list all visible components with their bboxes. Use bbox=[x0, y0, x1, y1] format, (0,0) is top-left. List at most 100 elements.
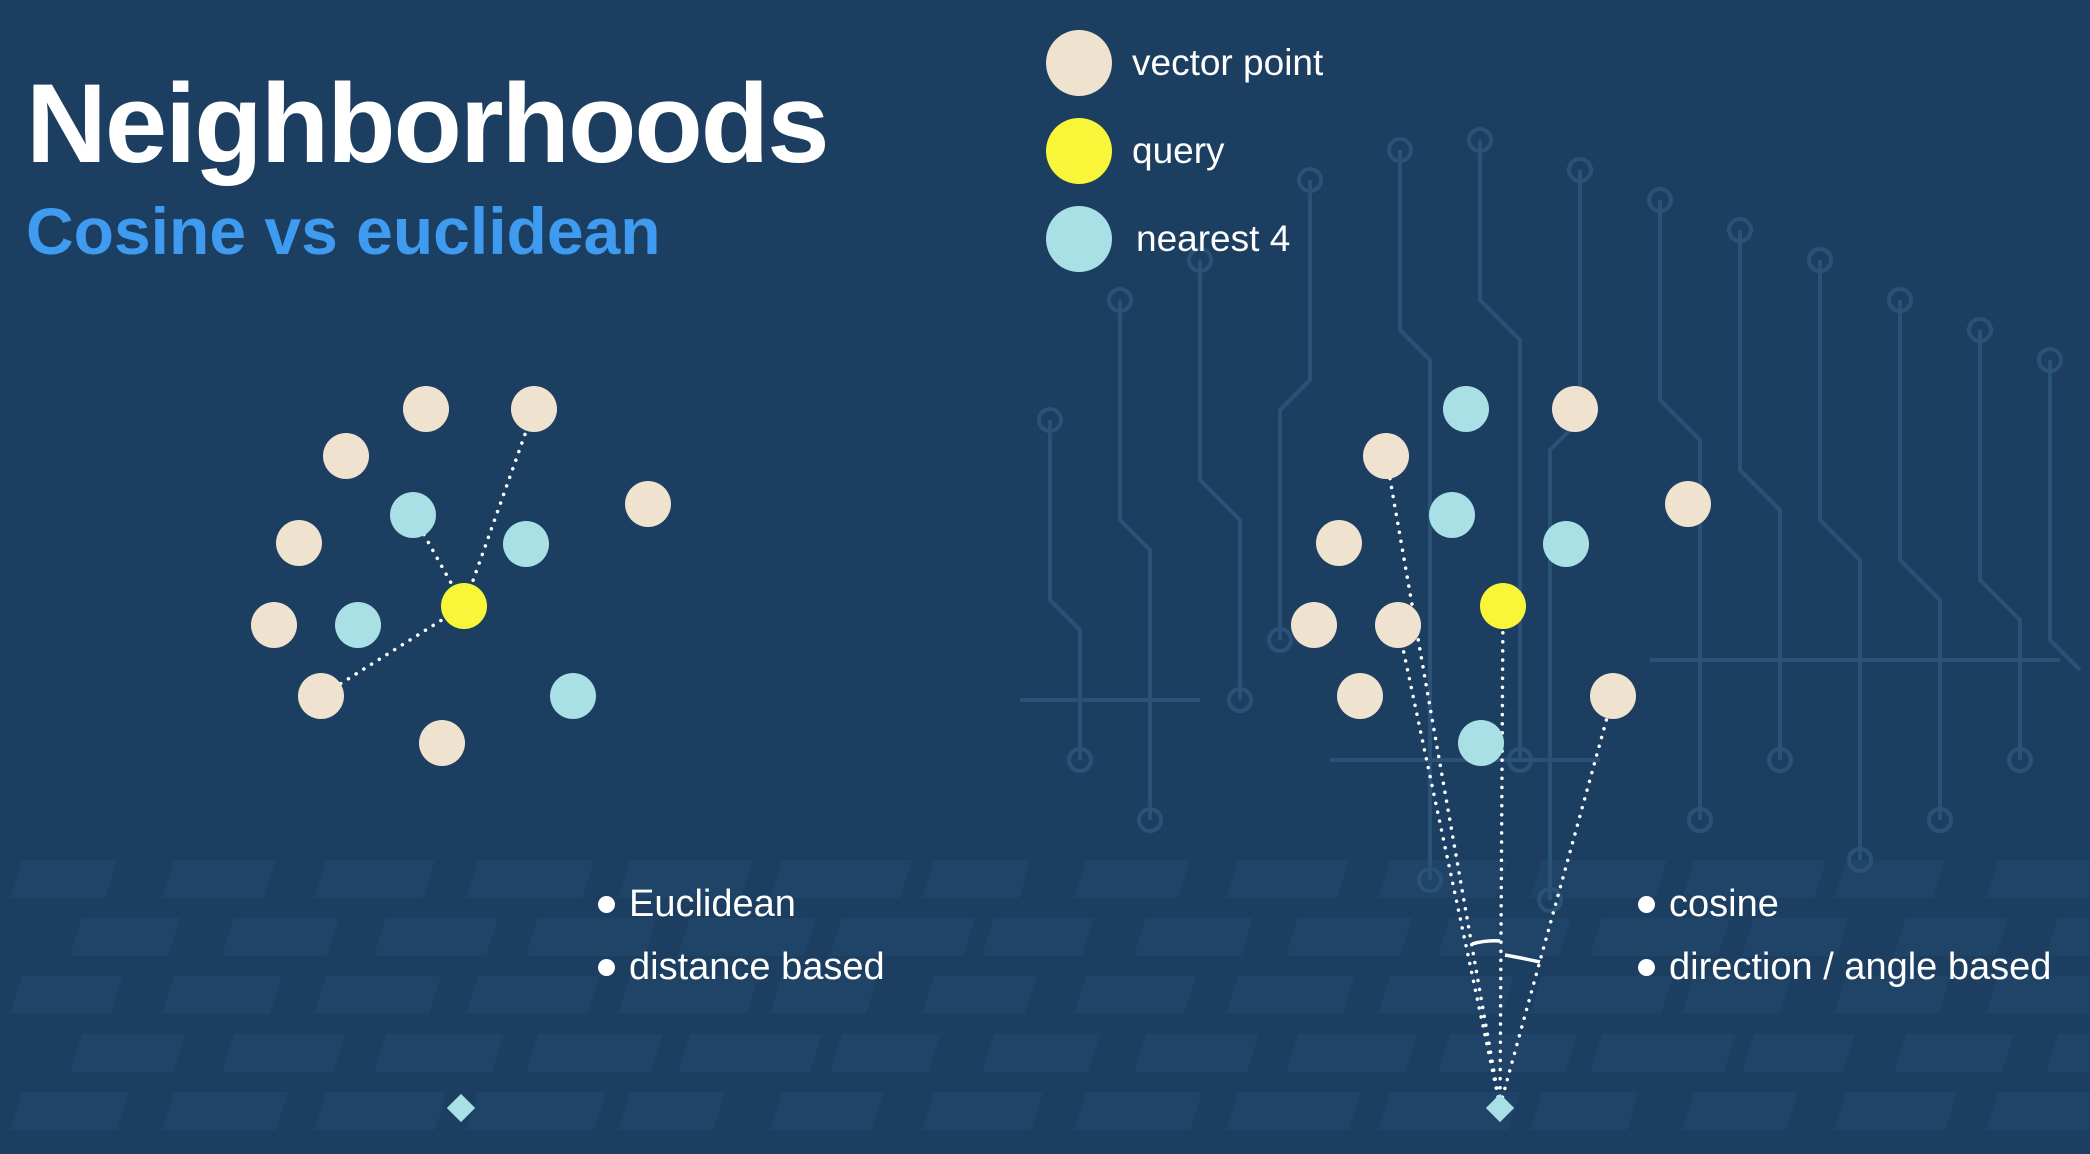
nearest-dot bbox=[550, 673, 596, 719]
direction-ray bbox=[1498, 694, 1615, 1108]
circuit-node bbox=[1927, 807, 1953, 833]
bullet-dot bbox=[598, 896, 615, 913]
background-tile bbox=[466, 976, 600, 1014]
background-tile bbox=[922, 976, 1037, 1014]
circuit-node bbox=[1107, 287, 1133, 313]
background-tile bbox=[770, 1092, 884, 1130]
background-tile bbox=[1894, 918, 2008, 956]
nearest-dot bbox=[390, 492, 436, 538]
background-tile bbox=[1074, 860, 1190, 898]
circuit-node bbox=[1227, 687, 1253, 713]
background-tile bbox=[770, 860, 912, 898]
circuit-trace bbox=[1118, 300, 1152, 820]
circuit-node bbox=[1847, 847, 1873, 873]
background-tile bbox=[1286, 1034, 1418, 1072]
vector-point-dot bbox=[1363, 433, 1409, 479]
circuit-node bbox=[1467, 127, 1493, 153]
circuit-trace bbox=[1548, 170, 1582, 900]
circuit-node bbox=[1687, 807, 1713, 833]
background-tile bbox=[1682, 1092, 1798, 1130]
background-tile bbox=[1226, 1092, 1361, 1130]
circuit-node bbox=[1507, 747, 1533, 773]
background-tile bbox=[1986, 1092, 2090, 1130]
background-tile bbox=[830, 918, 975, 956]
background-tile bbox=[1134, 1034, 1259, 1072]
bullet-item: cosine bbox=[1638, 873, 2051, 936]
query-dot bbox=[441, 583, 487, 629]
vector-point-dot bbox=[276, 520, 322, 566]
circuit-node bbox=[1137, 807, 1163, 833]
circuit-trace bbox=[1818, 260, 1862, 860]
background-tile bbox=[1438, 1034, 1577, 1072]
vector-point-dot bbox=[403, 386, 449, 432]
circuit-trace bbox=[2048, 360, 2082, 672]
background-tile bbox=[618, 976, 759, 1014]
background-tile bbox=[982, 918, 1094, 956]
circuit-trace bbox=[1278, 180, 1312, 640]
background-tile bbox=[1834, 976, 1951, 1014]
circuit-node bbox=[1297, 167, 1323, 193]
background-tile bbox=[70, 918, 180, 956]
bullet-text: Euclidean bbox=[629, 883, 796, 925]
background-tile bbox=[1226, 976, 1355, 1014]
circuit-node bbox=[1267, 627, 1293, 653]
background-tile bbox=[466, 1092, 606, 1130]
bullet-text: distance based bbox=[629, 946, 885, 988]
nearest-dot bbox=[1429, 492, 1475, 538]
circuit-node bbox=[2037, 347, 2063, 373]
background-tile bbox=[1590, 1034, 1736, 1072]
background-tile bbox=[374, 1034, 504, 1072]
background-tile bbox=[222, 918, 339, 956]
background-tile bbox=[1378, 1092, 1520, 1130]
background-tile bbox=[314, 1092, 447, 1130]
nearest-dot bbox=[335, 602, 381, 648]
background-tile bbox=[1530, 976, 1673, 1014]
background-tile bbox=[1074, 976, 1196, 1014]
background-tile bbox=[314, 860, 435, 898]
legend-item-nearest: nearest 4 bbox=[1046, 206, 1290, 272]
circuit-node bbox=[1187, 247, 1213, 273]
circuit-node bbox=[1537, 887, 1563, 913]
legend-label: nearest 4 bbox=[1136, 218, 1291, 259]
circuit-trace bbox=[1398, 150, 1432, 880]
background-tile bbox=[1226, 860, 1349, 898]
cosine-points bbox=[1291, 386, 1711, 766]
query-swatch bbox=[1046, 118, 1112, 184]
circuit-trace bbox=[1738, 230, 1782, 760]
background-tile bbox=[1742, 918, 1849, 956]
bullet-dot bbox=[1638, 959, 1655, 976]
nearest-dot bbox=[503, 521, 549, 567]
background-tile bbox=[1378, 860, 1508, 898]
background-tile bbox=[1986, 860, 2090, 898]
circuit-node bbox=[1417, 867, 1443, 893]
vector-point-dot bbox=[625, 481, 671, 527]
vector-point-dot bbox=[1665, 481, 1711, 527]
background-tile bbox=[1742, 1034, 1855, 1072]
circuit-node bbox=[1887, 287, 1913, 313]
background-tile bbox=[1438, 918, 1571, 956]
circuit-node bbox=[1387, 137, 1413, 163]
circuit-node bbox=[1967, 317, 1993, 343]
background-tile bbox=[1834, 1092, 1957, 1130]
euclidean-origin-diamond bbox=[446, 1093, 476, 1123]
legend-item-query: query bbox=[1046, 118, 1225, 184]
background-tile bbox=[162, 860, 276, 898]
background-tile bbox=[1530, 1092, 1639, 1130]
vector-point-dot bbox=[1337, 673, 1383, 719]
background-tile bbox=[618, 1092, 725, 1130]
background-tile bbox=[162, 1092, 288, 1130]
bullet-text: direction / angle based bbox=[1669, 946, 2052, 988]
direction-ray bbox=[1498, 604, 1505, 1108]
background-tile bbox=[466, 860, 594, 898]
legend-label: vector point bbox=[1132, 42, 1324, 83]
legend-label: query bbox=[1132, 130, 1225, 171]
angle-arc bbox=[1471, 939, 1501, 946]
circuit-trace bbox=[1898, 300, 1942, 820]
euclidean-bullets: Euclidean distance based bbox=[598, 873, 885, 999]
circuit-node bbox=[1067, 747, 1093, 773]
background-tile bbox=[982, 1034, 1100, 1072]
circuit-node bbox=[1767, 747, 1793, 773]
page-title: Neighborhoods bbox=[26, 61, 829, 186]
